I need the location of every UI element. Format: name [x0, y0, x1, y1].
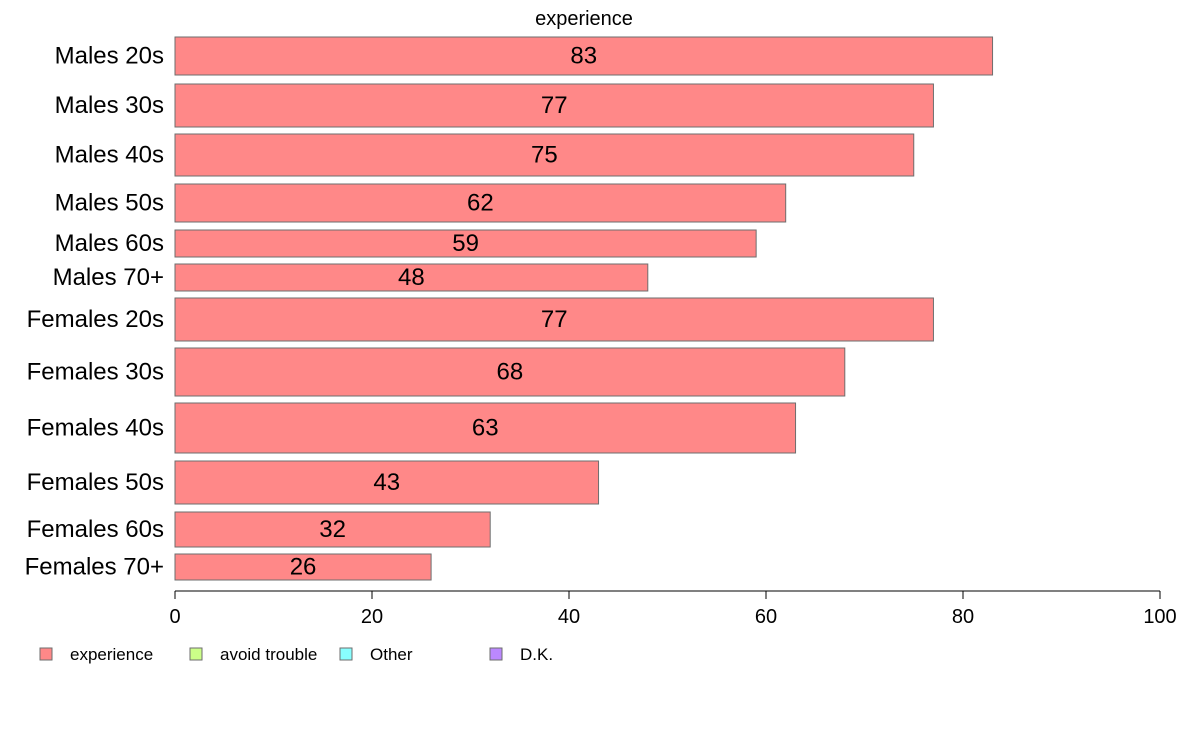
category-label: Females 60s: [27, 516, 164, 543]
bar: [174, 263, 649, 292]
legend-swatch: [39, 647, 53, 661]
data-label: 83: [570, 43, 597, 70]
category-label: Males 60s: [55, 230, 164, 257]
category-label: Males 30s: [55, 92, 164, 119]
data-label: 59: [452, 230, 479, 257]
category-label: Males 40s: [55, 142, 164, 169]
data-label: 32: [319, 516, 346, 543]
bar: [174, 183, 787, 223]
category-label: Females 40s: [27, 415, 164, 442]
legend-label: D.K.: [520, 645, 553, 664]
data-label: 26: [290, 554, 317, 581]
legend-swatch: [189, 647, 203, 661]
legend-label: experience: [70, 645, 153, 664]
bar: [174, 402, 797, 454]
x-tick-label: 0: [169, 606, 180, 628]
x-tick-label: 100: [1143, 606, 1176, 628]
legend-swatch: [339, 647, 353, 661]
bar: [174, 511, 491, 548]
category-label: Females 30s: [27, 359, 164, 386]
bar: [174, 553, 432, 581]
data-label: 63: [472, 415, 499, 442]
category-label: Females 50s: [27, 469, 164, 496]
x-tick-label: 40: [558, 606, 580, 628]
bar: [174, 83, 934, 128]
category-label: Males 50s: [55, 190, 164, 217]
legend-label: Other: [370, 645, 413, 664]
bar: [174, 229, 757, 258]
category-label: Females 70+: [25, 554, 164, 581]
chart-title: experience: [535, 8, 633, 30]
category-label: Males 20s: [55, 43, 164, 70]
category-label: Males 70+: [53, 264, 164, 291]
bar: [174, 36, 994, 76]
legend-swatch: [489, 647, 503, 661]
bar: [174, 297, 934, 342]
data-label: 43: [373, 469, 400, 496]
x-tick-label: 20: [361, 606, 383, 628]
bar: [174, 133, 915, 177]
category-labels: Males 20s Males 30s Males 40s Males 50s Male…: [25, 43, 164, 581]
data-label: 77: [541, 306, 568, 333]
category-label: Females 20s: [27, 306, 164, 333]
x-tick-label: 80: [952, 606, 974, 628]
bars-layer: [174, 36, 994, 581]
bar: [174, 460, 600, 505]
data-label: 48: [398, 264, 425, 291]
data-label: 75: [531, 142, 558, 169]
data-label: 77: [541, 92, 568, 119]
x-axis: 0 20 40 60 80 100: [169, 590, 1177, 628]
legend: experience avoid trouble Other D.K.: [39, 645, 553, 664]
data-label: 62: [467, 190, 494, 217]
bar: [174, 347, 846, 397]
legend-label: avoid trouble: [220, 645, 317, 664]
data-label: 68: [497, 359, 524, 386]
x-tick-label: 60: [755, 606, 777, 628]
